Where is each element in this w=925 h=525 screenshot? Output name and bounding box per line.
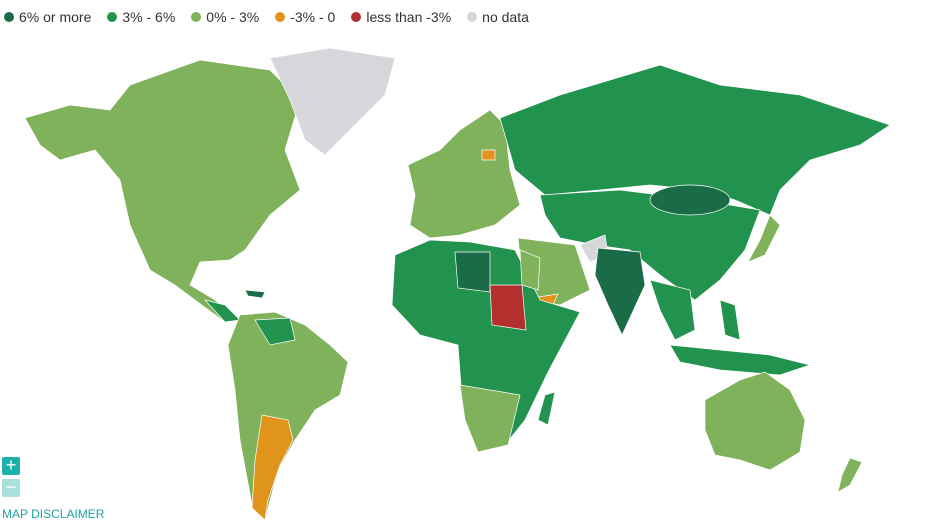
legend-swatch — [467, 12, 478, 22]
region — [747, 214, 781, 263]
legend-item[interactable]: 6% or more — [4, 9, 91, 25]
legend-swatch — [351, 12, 362, 22]
region — [254, 317, 296, 346]
legend-swatch — [4, 12, 14, 22]
legend-label: no data — [482, 9, 529, 25]
legend-swatch — [275, 12, 286, 22]
region — [454, 251, 491, 293]
region — [459, 384, 521, 453]
map-disclaimer-link[interactable]: MAP DISCLAIMER — [2, 507, 105, 521]
legend-item[interactable]: less than -3% — [351, 9, 451, 25]
legend-label: 3% - 6% — [122, 9, 176, 25]
region — [269, 47, 396, 156]
region — [704, 371, 806, 471]
zoom-in-button[interactable]: + — [2, 456, 20, 475]
region — [537, 391, 556, 426]
legend-label: -3% - 0 — [290, 9, 336, 25]
legend-item[interactable]: no data — [467, 9, 529, 25]
legend-swatch — [191, 12, 202, 22]
region — [407, 109, 521, 239]
region — [244, 289, 266, 299]
legend-item[interactable]: 0% - 3% — [191, 9, 259, 25]
region — [391, 239, 581, 451]
region — [649, 184, 731, 216]
region — [519, 249, 541, 291]
zoom-out-button[interactable]: − — [2, 478, 20, 497]
region — [489, 284, 527, 331]
region — [481, 149, 496, 161]
region — [251, 414, 294, 521]
region — [24, 59, 301, 323]
region — [669, 344, 812, 376]
region — [227, 311, 349, 521]
region — [499, 64, 891, 216]
legend-label: 6% or more — [19, 9, 92, 25]
legend-swatch — [107, 12, 118, 22]
legend-item[interactable]: -3% - 0 — [275, 9, 335, 25]
region — [649, 279, 696, 341]
legend: 6% or more 3% - 6% 0% - 3% -3% - 0 less than… — [4, 9, 529, 25]
region — [719, 299, 741, 341]
region — [594, 247, 646, 336]
legend-item[interactable]: 3% - 6% — [107, 9, 175, 25]
legend-label: 0% - 3% — [206, 9, 260, 25]
legend-label: less than -3% — [366, 9, 452, 25]
region — [837, 457, 863, 493]
